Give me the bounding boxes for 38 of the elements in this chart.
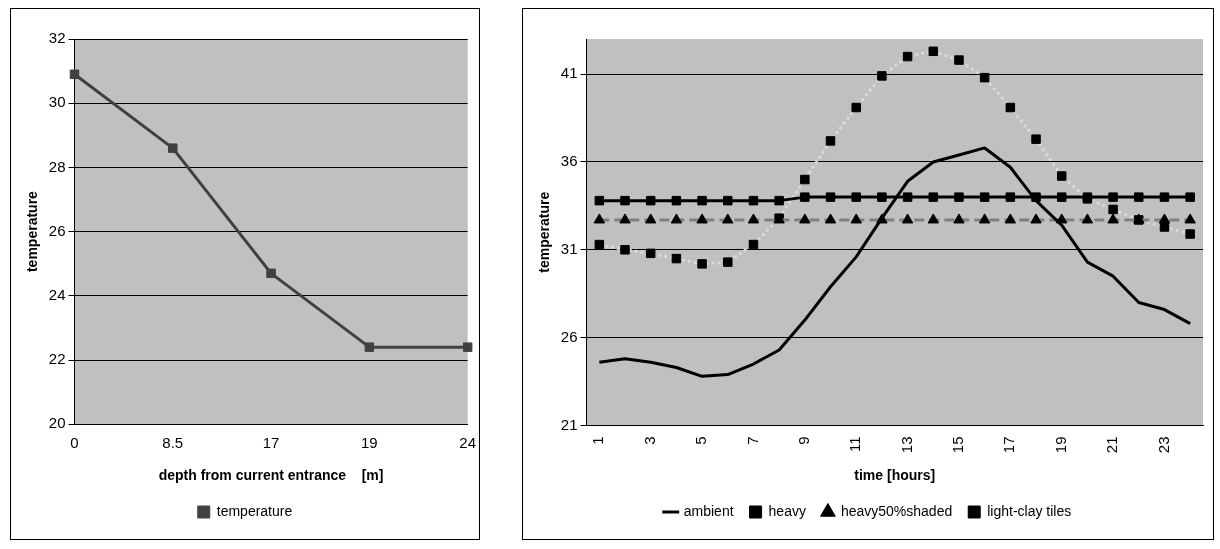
y-tick-label: 26 xyxy=(48,221,66,239)
x-tick-label: 1 xyxy=(589,436,607,445)
x-tick-label: 7 xyxy=(743,436,761,445)
y-tick-label: 30 xyxy=(48,93,66,111)
legend-label: heavy50%shaded xyxy=(840,502,953,519)
y-tick-label: 20 xyxy=(48,414,66,432)
y-axis-title: temperature xyxy=(24,190,41,273)
x-tick-label: 0 xyxy=(70,434,79,452)
x-tick-label: 11 xyxy=(846,436,864,453)
x-tick-label: 19 xyxy=(1051,436,1069,454)
y-tick-label: 21 xyxy=(560,415,578,433)
y-tick-label: 31 xyxy=(560,239,578,257)
legend-label: heavy xyxy=(768,502,806,519)
x-tick-label: 17 xyxy=(1000,436,1018,454)
y-tick-label: 28 xyxy=(48,157,66,175)
x-axis-title: depth from current entrance [m] xyxy=(158,467,384,484)
x-tick-label: 24 xyxy=(459,434,476,452)
x-tick-label: 15 xyxy=(949,436,967,454)
x-tick-label: 23 xyxy=(1154,436,1172,454)
y-tick-label: 26 xyxy=(560,327,578,345)
x-tick-label: 21 xyxy=(1103,436,1121,454)
x-tick-label: 17 xyxy=(262,434,280,452)
y-tick-label: 41 xyxy=(560,64,578,82)
legend-label: light-clay tiles xyxy=(987,502,1072,519)
x-tick-label: 19 xyxy=(361,434,378,452)
x-tick-label: 3 xyxy=(640,436,658,445)
y-tick-label: 22 xyxy=(48,350,66,368)
x-tick-label: 13 xyxy=(897,436,915,454)
x-tick-label: 9 xyxy=(794,436,812,445)
legend-label: ambient xyxy=(683,502,734,519)
x-axis-title: time [hours] xyxy=(854,467,936,484)
y-tick-label: 32 xyxy=(48,29,66,47)
y-axis-title: temperature xyxy=(536,191,553,273)
y-tick-label: 36 xyxy=(560,152,578,170)
y-tick-label: 24 xyxy=(48,285,66,303)
legend-label: temperature xyxy=(216,502,293,519)
x-tick-label: 8.5 xyxy=(162,434,184,452)
x-tick-label: 5 xyxy=(692,436,710,445)
